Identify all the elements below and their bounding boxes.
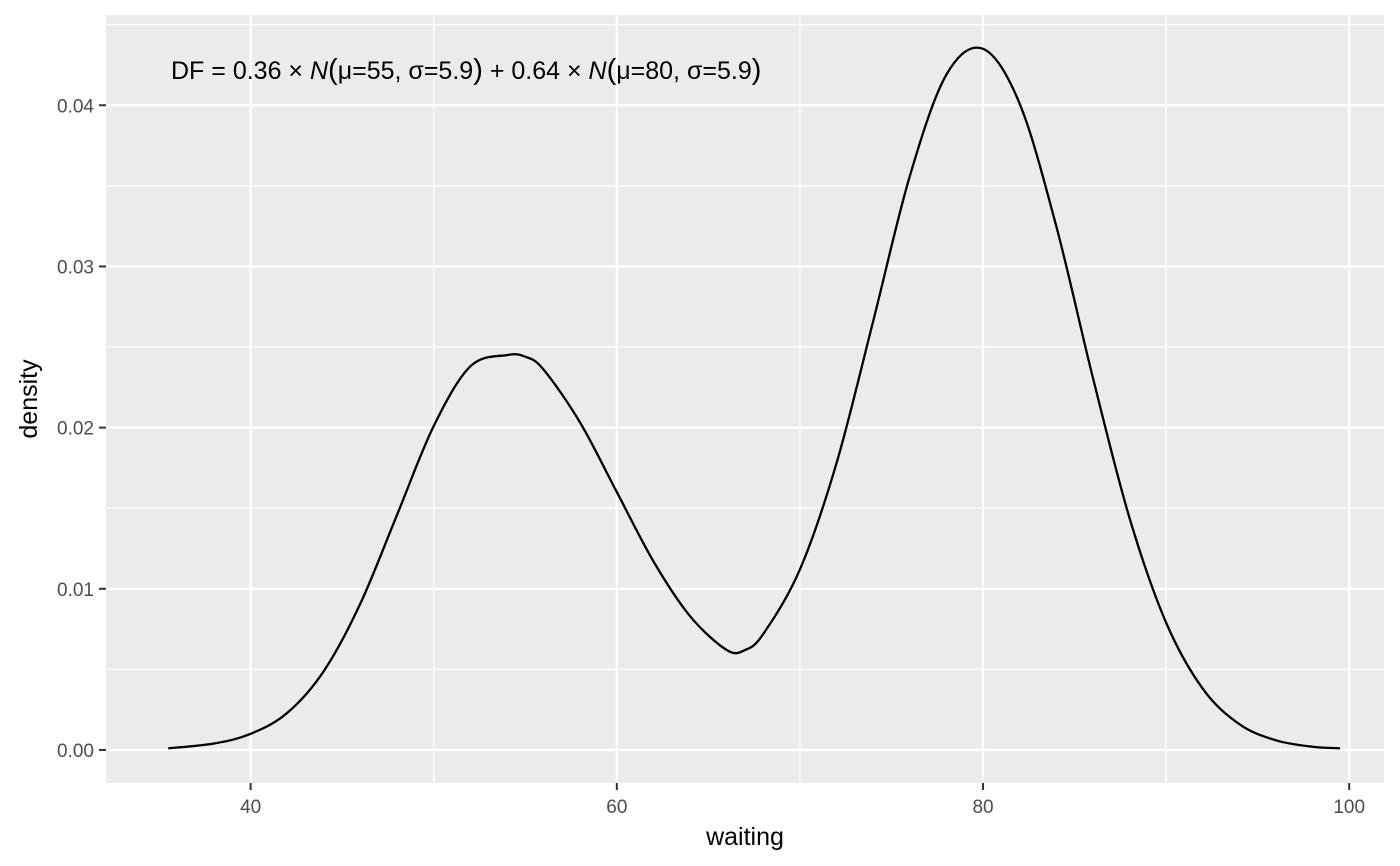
x-tick-label: 60 [606,797,627,818]
y-tick-label: 0.03 [57,257,94,278]
density-curve [168,46,1341,750]
grid-major [106,15,1384,783]
y-axis-title: density [15,359,43,439]
x-tick-label: 80 [972,797,993,818]
grid-minor [106,15,1384,783]
x-tick-label: 40 [240,797,261,818]
y-tick-label: 0.00 [57,741,94,762]
y-tick-label: 0.02 [57,419,94,440]
y-tick-label: 0.04 [57,96,94,117]
y-axis: 0.00 0.01 0.02 0.03 0.04 [57,96,106,762]
x-axis-title: waiting [705,823,784,851]
y-tick-label: 0.01 [57,580,94,601]
x-tick-label: 100 [1333,797,1365,818]
plot-panel [106,15,1384,783]
mixture-annotation: DF = 0.36 × N(μ=55, σ=5.9) + 0.64 × N(μ=… [171,54,761,86]
x-axis: 40 60 80 100 [240,783,1365,818]
